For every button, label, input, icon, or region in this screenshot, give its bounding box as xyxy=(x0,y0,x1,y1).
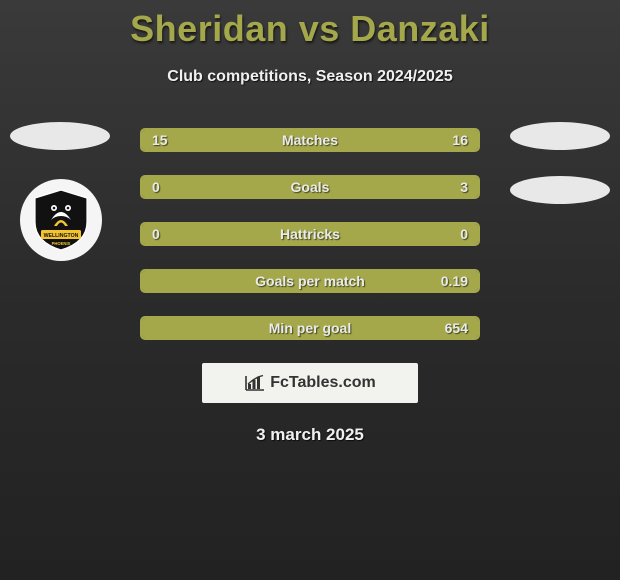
stat-row: 15 Matches 16 xyxy=(140,128,480,152)
svg-text:PHOENIX: PHOENIX xyxy=(52,241,71,246)
stat-label: Goals per match xyxy=(255,273,365,289)
phoenix-crest-icon: WELLINGTON PHOENIX xyxy=(27,186,95,254)
player-left-placeholder xyxy=(10,122,110,150)
bar-chart-icon xyxy=(244,374,266,392)
page-subtitle: Club competitions, Season 2024/2025 xyxy=(0,68,620,86)
attribution-text: FcTables.com xyxy=(270,374,376,392)
stat-label: Min per goal xyxy=(269,320,351,336)
stat-row: 0 Goals 3 xyxy=(140,175,480,199)
left-club-badge: WELLINGTON PHOENIX xyxy=(20,179,102,261)
stat-row: Goals per match 0.19 xyxy=(140,269,480,293)
stat-bar-right xyxy=(202,177,478,197)
stat-row: 0 Hattricks 0 xyxy=(140,222,480,246)
stat-row: Min per goal 654 xyxy=(140,316,480,340)
stat-value-right: 16 xyxy=(452,132,468,148)
svg-text:WELLINGTON: WELLINGTON xyxy=(44,233,79,239)
stat-value-right: 654 xyxy=(445,320,468,336)
stat-value-right: 0.19 xyxy=(441,273,468,289)
page-title: Sheridan vs Danzaki xyxy=(0,0,620,50)
stat-value-right: 0 xyxy=(460,226,468,242)
date-label: 3 march 2025 xyxy=(0,425,620,445)
player-right-placeholder-2 xyxy=(510,176,610,204)
stat-value-right: 3 xyxy=(460,179,468,195)
attribution-badge[interactable]: FcTables.com xyxy=(202,363,418,403)
stat-value-left: 0 xyxy=(152,179,160,195)
player-right-placeholder-1 xyxy=(510,122,610,150)
stat-value-left: 0 xyxy=(152,226,160,242)
stat-label: Matches xyxy=(282,132,338,148)
stat-label: Hattricks xyxy=(280,226,340,242)
stat-label: Goals xyxy=(291,179,330,195)
stat-value-left: 15 xyxy=(152,132,168,148)
